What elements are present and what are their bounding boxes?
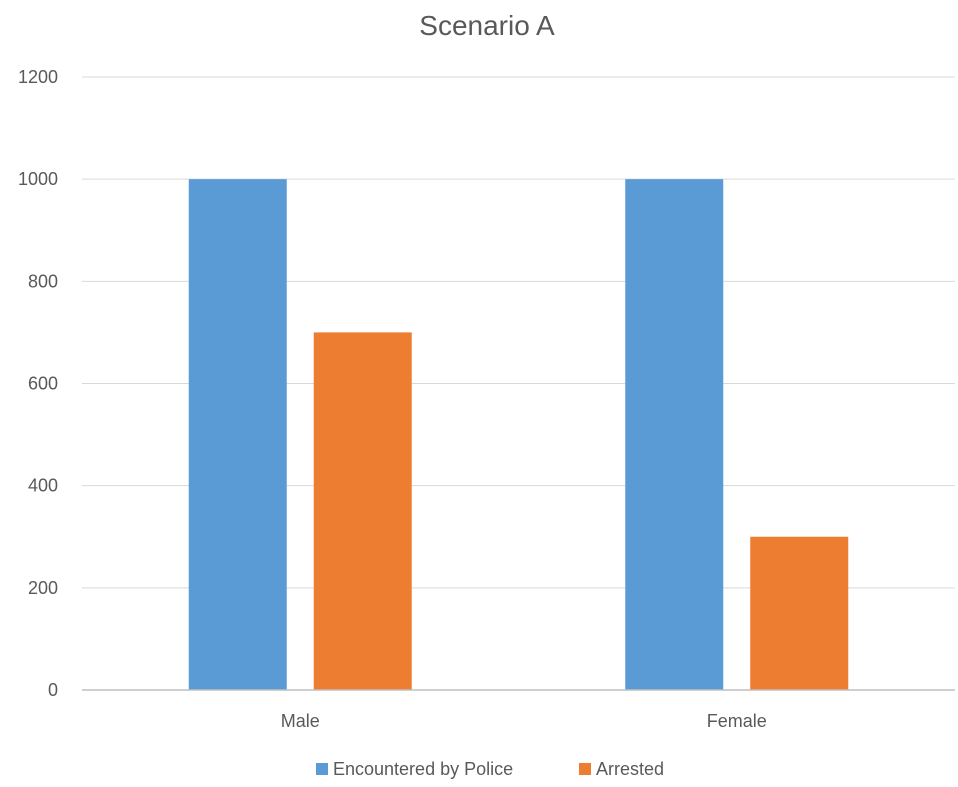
y-tick-label: 200	[28, 578, 58, 598]
y-tick-label: 1200	[18, 67, 58, 87]
legend-swatch	[316, 763, 328, 775]
y-tick-label: 400	[28, 476, 58, 496]
x-tick-label: Female	[707, 711, 767, 731]
legend: Encountered by Police Arrested	[316, 759, 664, 779]
bars	[188, 179, 849, 690]
x-axis-ticks: Male Female	[281, 711, 767, 731]
x-tick-label: Male	[281, 711, 320, 731]
bar-male-arrested	[313, 332, 412, 690]
bar-male-encountered-by-police	[188, 179, 287, 690]
y-axis-ticks: 0 200 400 600 800 1000 1200	[18, 67, 58, 700]
y-tick-label: 0	[48, 680, 58, 700]
y-tick-label: 1000	[18, 169, 58, 189]
y-tick-label: 600	[28, 374, 58, 394]
legend-label: Arrested	[596, 759, 664, 779]
legend-label: Encountered by Police	[333, 759, 513, 779]
chart-title: Scenario A	[419, 10, 555, 41]
y-tick-label: 800	[28, 271, 58, 291]
bar-female-encountered-by-police	[625, 179, 724, 690]
bar-female-arrested	[750, 536, 849, 690]
legend-swatch	[579, 763, 591, 775]
